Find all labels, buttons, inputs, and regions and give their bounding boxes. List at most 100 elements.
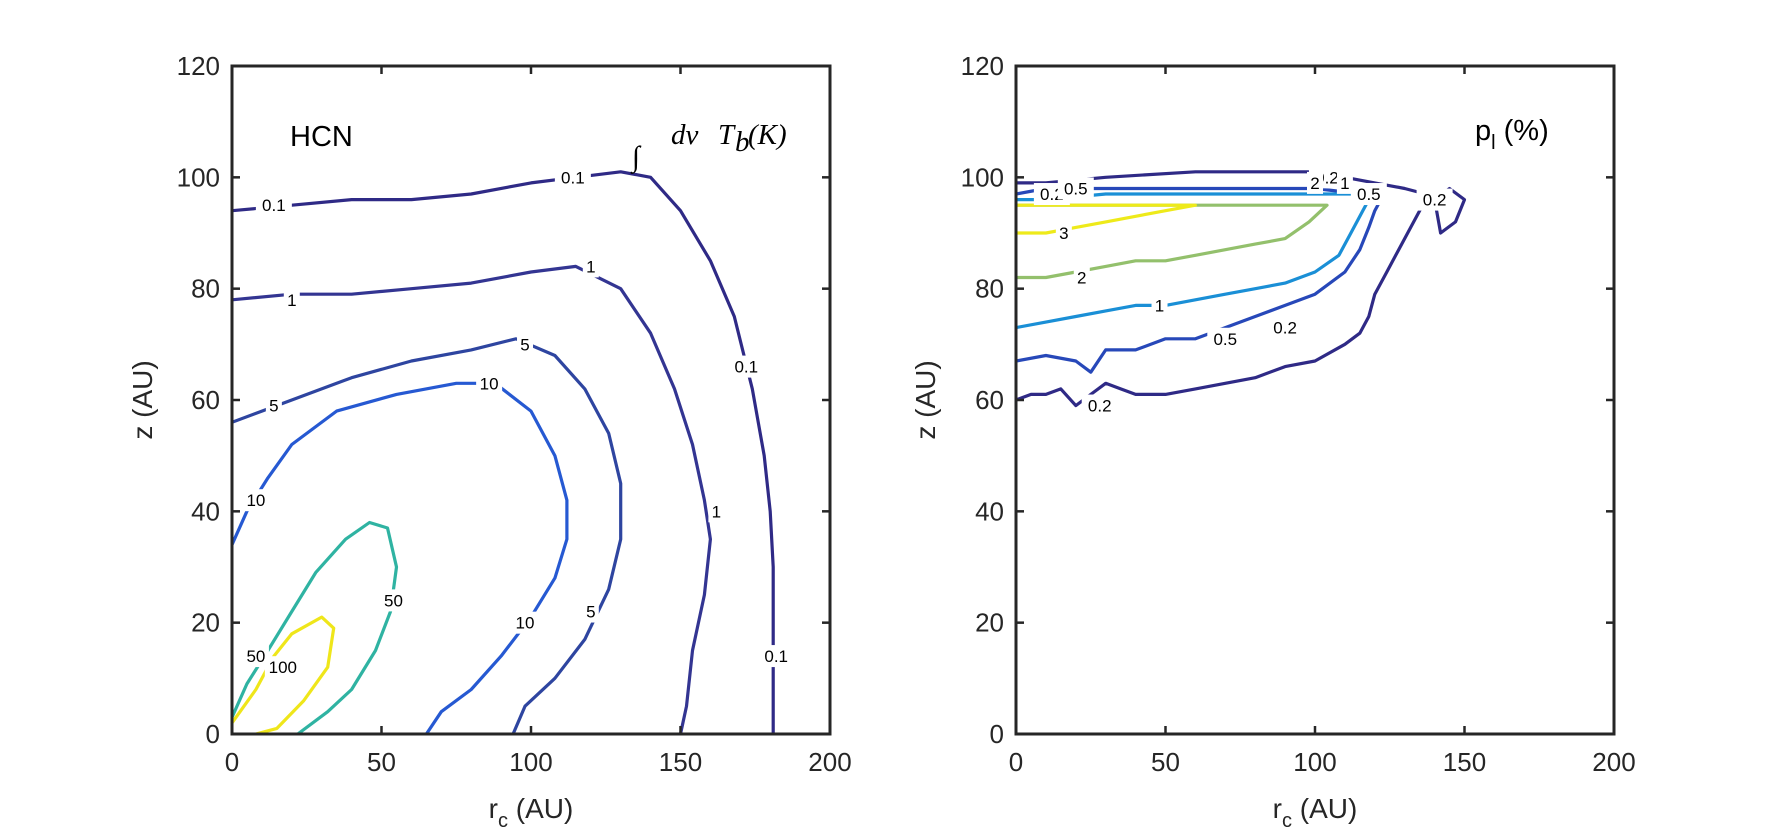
contour-label-1-2-0: 0.5 [1064,179,1088,198]
right-annot-p: p [1475,115,1491,147]
left-species-annotation: HCN [290,121,353,153]
left-x-tick-labels: 0 50 100 150 200 [225,747,852,777]
right-annot-sub: l [1491,132,1495,154]
left-y-tick-labels: 0 20 40 60 80 100 120 [177,51,220,749]
right-x-label-sub: c [1282,810,1292,832]
contour-label-bg-0-3-0 [242,489,269,512]
contour-label-1-2-2: 0.5 [1357,185,1381,204]
y-tick-label-0-4: 80 [191,274,220,304]
left-axis-ticks [230,64,832,736]
contour-label-bg-0-0-2 [728,355,765,378]
left-contour-lines [232,170,775,734]
contour-label-1-0-3: 0.2 [1273,319,1297,338]
contour-label-1-3-1: 1 [1340,174,1349,193]
contour-line-0-1-level-1 [232,264,712,734]
contour-label-1-4-1: 2 [1310,174,1319,193]
right-x-tick-labels: 0 50 100 150 200 [1009,747,1636,777]
y-tick-label-1-0: 0 [990,719,1004,749]
y-tick-label-0-1: 20 [191,608,220,638]
contour-label-bg-0-2-2 [582,600,599,623]
contour-label-bg-0-0-1 [554,166,591,189]
contour-label-0-4-1: 50 [384,591,403,610]
dv-text: dv [671,119,699,151]
contour-label-1-4-0: 2 [1077,269,1086,288]
contour-label-bg-1-2-2 [1350,183,1387,206]
contour-line-0-0-level-0.1 [232,170,775,734]
contour-label-0-0-3: 0.1 [764,647,788,666]
contour-label-0-2-0: 5 [269,397,278,416]
contour-label-0-1-2: 1 [712,502,721,521]
contour-label-bg-1-3-0 [1151,294,1168,317]
x-tick-label-1-2: 100 [1293,747,1336,777]
right-annot-unit: (%) [1496,115,1549,147]
integral-symbol: ∫ [630,141,642,174]
y-tick-label-0-3: 60 [191,385,220,415]
contour-label-0-3-2: 10 [516,614,535,633]
y-tick-label-0-0: 0 [206,719,220,749]
contour-label-bg-0-1-1 [582,255,599,278]
contour-label-bg-1-0-3 [1267,316,1304,339]
x-tick-label-1-4: 200 [1592,747,1635,777]
left-x-label-r: r [489,793,498,824]
contour-label-1-0-2: 0.2 [1423,191,1447,210]
contour-line-1-3-level-1 [1016,192,1371,330]
contour-label-bg-1-3-1 [1336,171,1353,194]
x-tick-label-0-0: 0 [225,747,239,777]
contour-label-0-1-0: 1 [287,291,296,310]
x-tick-label-1-3: 150 [1443,747,1486,777]
contour-label-0-3-0: 10 [246,491,265,510]
contour-label-bg-0-5-0 [264,656,301,679]
contour-label-bg-0-2-0 [265,394,282,417]
contour-label-bg-0-3-2 [512,611,539,634]
contour-label-1-3-0: 1 [1155,296,1164,315]
contour-line-0-3-level-10 [232,381,569,734]
tb-unit: (K) [748,119,787,151]
contour-line-0-2-level-5 [232,337,623,734]
contour-label-bg-0-0-0 [255,194,292,217]
y-tick-label-1-4: 80 [975,274,1004,304]
tb-text: T [718,119,736,151]
contour-label-bg-1-2-0 [1057,177,1094,200]
contour-label-bg-1-0-4 [1081,394,1118,417]
y-tick-label-1-5: 100 [961,162,1004,192]
contour-label-bg-1-2-1 [1207,327,1244,350]
contour-label-0-1-1: 1 [586,257,595,276]
contour-label-0-0-2: 0.1 [734,358,758,377]
x-tick-label-0-4: 200 [808,747,851,777]
left-x-label-unit: (AU) [508,793,573,824]
contour-label-bg-0-3-1 [476,372,503,395]
contour-line-1-2-level-0.5 [1016,186,1383,374]
right-y-tick-labels: 0 20 40 60 80 100 120 [961,51,1004,749]
y-tick-label-1-2: 40 [975,496,1004,526]
y-tick-label-0-2: 40 [191,496,220,526]
right-quantity-annotation: pl (%) [1475,115,1549,154]
contour-label-0-2-1: 5 [520,335,529,354]
y-tick-label-1-3: 60 [975,385,1004,415]
contour-label-0-4-0: 50 [246,647,265,666]
contour-label-bg-1-4-1 [1307,171,1323,194]
contour-label-bg-1-4-0 [1073,266,1090,289]
left-x-label-sub: c [498,810,508,832]
y-tick-label-0-5: 100 [177,162,220,192]
y-tick-label-1-6: 120 [961,51,1004,81]
contour-label-bg-0-4-0 [242,645,269,668]
tb-subscript: b [735,126,750,158]
right-x-axis-label: rc (AU) [1273,793,1358,832]
contour-label-1-2-1: 0.5 [1213,330,1237,349]
right-y-axis-label: z (AU) [910,360,941,439]
contour-label-0-0-0: 0.1 [262,196,286,215]
x-tick-label-1-0: 0 [1009,747,1023,777]
left-quantity-annotation: ∫ dv T b (K) [630,119,787,174]
left-x-axis-label: rc (AU) [489,793,574,832]
right-x-label-r: r [1273,793,1282,824]
right-x-label-unit: (AU) [1292,793,1357,824]
contour-line-0-4-level-50 [232,520,399,734]
contour-label-bg-0-2-1 [517,333,534,356]
contour-label-1-5-0: 3 [1059,224,1068,243]
contour-label-bg-0-1-0 [283,288,300,311]
